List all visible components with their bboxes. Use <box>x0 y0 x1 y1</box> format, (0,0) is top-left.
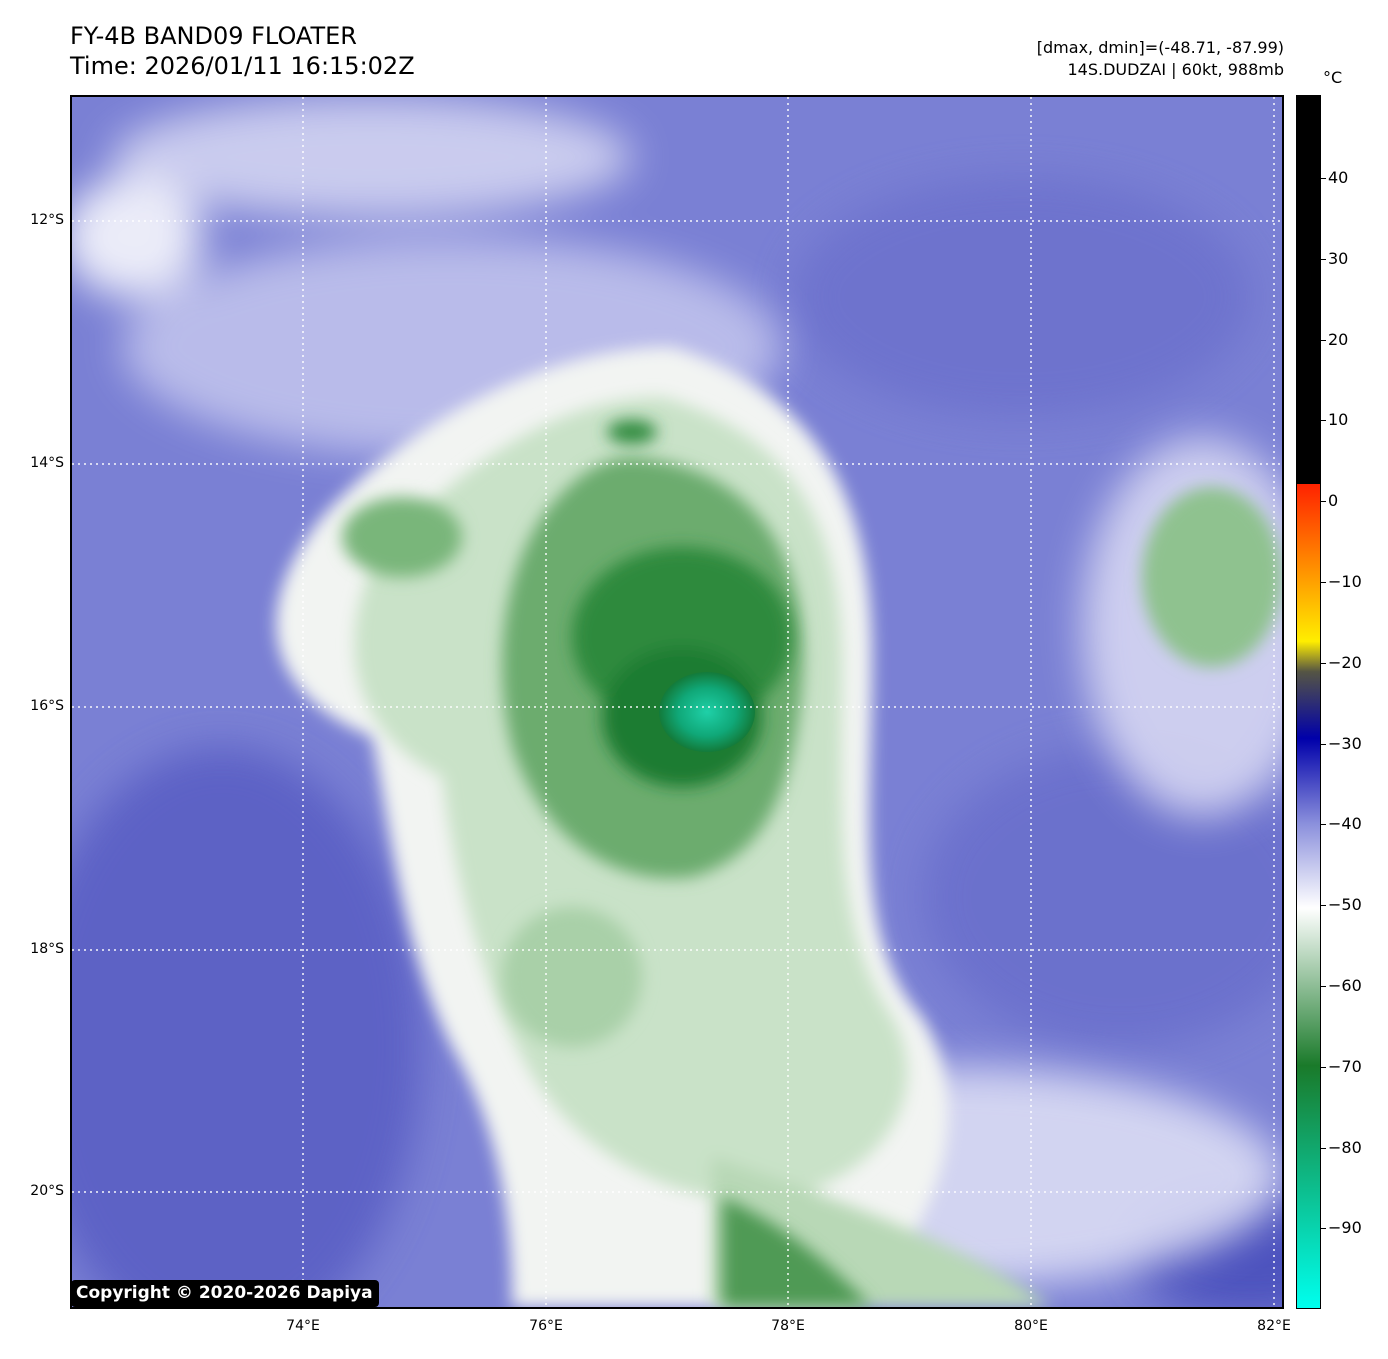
lon-label: 74°E <box>286 1318 320 1334</box>
colorbar-tick <box>1321 582 1326 583</box>
colorbar-tick <box>1321 824 1326 825</box>
lat-label: 14°S <box>30 455 64 471</box>
time-title: Time: 2026/01/11 16:15:02Z <box>70 52 415 80</box>
storm-text: 14S.DUDZAI | 60kt, 988mb <box>1067 60 1285 79</box>
product-title: FY-4B BAND09 FLOATER <box>70 22 357 50</box>
colorbar-tick <box>1321 663 1326 664</box>
cloud-imagery <box>72 97 1282 1307</box>
colorbar-tick-label: 10 <box>1328 410 1349 429</box>
colorbar-tick <box>1321 340 1326 341</box>
colorbar-tick-label: −90 <box>1328 1218 1362 1237</box>
colorbar-tick <box>1321 905 1326 906</box>
colorbar-tick-label: −50 <box>1328 895 1362 914</box>
lat-label: 18°S <box>30 941 64 957</box>
colorbar-tick-label: −30 <box>1328 734 1362 753</box>
colorbar-tick-label: 40 <box>1328 168 1349 187</box>
range-text: [dmax, dmin]=(-48.71, -87.99) <box>1036 38 1284 57</box>
colorbar-tick <box>1321 501 1326 502</box>
lat-label: 20°S <box>30 1183 64 1199</box>
colorbar-tick-label: 30 <box>1328 249 1349 268</box>
satellite-image <box>70 95 1284 1309</box>
lon-label: 80°E <box>1014 1318 1048 1334</box>
colorbar-tick-label: −80 <box>1328 1138 1362 1157</box>
colorbar <box>1296 95 1321 1309</box>
lon-label: 78°E <box>771 1318 805 1334</box>
colorbar-tick <box>1321 1228 1326 1229</box>
lat-label: 16°S <box>30 698 64 714</box>
colorbar-unit: °C <box>1323 68 1343 87</box>
colorbar-tick-label: −10 <box>1328 572 1362 591</box>
colorbar-tick-label: −20 <box>1328 653 1362 672</box>
colorbar-tick <box>1321 744 1326 745</box>
colorbar-tick <box>1321 1067 1326 1068</box>
lat-label: 12°S <box>30 212 64 228</box>
lon-label: 76°E <box>529 1318 563 1334</box>
colorbar-tick <box>1321 986 1326 987</box>
colorbar-tick <box>1321 259 1326 260</box>
colorbar-tick-label: −40 <box>1328 814 1362 833</box>
colorbar-tick <box>1321 178 1326 179</box>
colorbar-tick <box>1321 420 1326 421</box>
colorbar-tick <box>1321 1148 1326 1149</box>
colorbar-tick-label: −70 <box>1328 1057 1362 1076</box>
copyright-badge: Copyright © 2020-2026 Dapiya <box>71 1280 379 1307</box>
colorbar-tick-label: −60 <box>1328 976 1362 995</box>
colorbar-tick-label: 0 <box>1328 491 1339 510</box>
colorbar-tick-label: 20 <box>1328 330 1349 349</box>
lon-label: 82°E <box>1257 1318 1291 1334</box>
